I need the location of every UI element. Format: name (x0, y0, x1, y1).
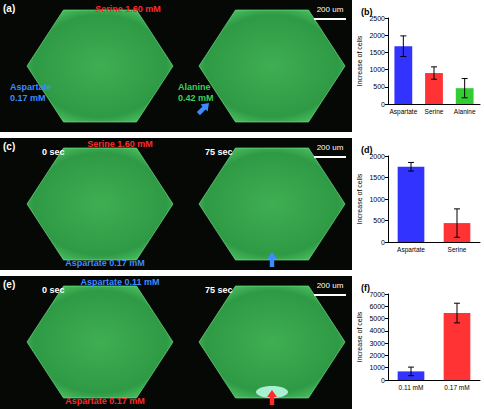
svg-text:Alanine: Alanine (178, 82, 211, 92)
svg-text:Aspartate: Aspartate (389, 108, 417, 116)
svg-text:4000: 4000 (369, 327, 385, 334)
svg-text:Increase of cells: Increase of cells (356, 173, 363, 224)
svg-text:Increase of cells: Increase of cells (356, 35, 363, 86)
svg-text:75 sec: 75 sec (205, 147, 233, 157)
svg-text:1500: 1500 (369, 174, 385, 181)
svg-text:0.42 mM: 0.42 mM (178, 93, 214, 103)
svg-text:Serine: Serine (425, 108, 444, 115)
svg-text:(a): (a) (3, 3, 15, 14)
svg-text:Serine 1.60 mM: Serine 1.60 mM (87, 139, 153, 149)
svg-text:500: 500 (373, 217, 385, 224)
svg-text:Aspartate 0.17 mM: Aspartate 0.17 mM (65, 258, 145, 268)
svg-text:Increase of cells: Increase of cells (356, 311, 363, 362)
svg-text:0 sec: 0 sec (42, 147, 65, 157)
svg-text:0: 0 (381, 101, 385, 108)
svg-text:Alanine: Alanine (454, 108, 476, 115)
svg-text:75 sec: 75 sec (205, 285, 233, 295)
svg-text:Aspartate: Aspartate (10, 82, 52, 92)
svg-text:Serine 1.60 mM: Serine 1.60 mM (95, 4, 161, 14)
svg-text:1000: 1000 (369, 196, 385, 203)
svg-text:2000: 2000 (369, 152, 385, 160)
svg-text:1000: 1000 (369, 364, 385, 371)
svg-text:Aspartate 0.11 mM: Aspartate 0.11 mM (80, 277, 159, 287)
svg-text:Aspartate 0.17 mM: Aspartate 0.17 mM (65, 396, 145, 406)
svg-text:0.11 mM: 0.11 mM (399, 384, 424, 391)
svg-text:Aspartate: Aspartate (397, 246, 425, 254)
svg-text:200 um: 200 um (317, 281, 344, 290)
svg-text:Serine: Serine (448, 246, 467, 253)
svg-text:1000: 1000 (369, 66, 385, 73)
svg-text:2500: 2500 (369, 14, 385, 22)
svg-text:500: 500 (373, 83, 385, 90)
svg-text:(b): (b) (361, 7, 373, 17)
svg-text:0 sec: 0 sec (42, 285, 65, 295)
svg-text:200 um: 200 um (317, 5, 344, 14)
svg-text:0.17 mM: 0.17 mM (444, 384, 469, 391)
svg-text:7000: 7000 (369, 291, 385, 298)
svg-text:200 um: 200 um (317, 143, 344, 152)
svg-text:3000: 3000 (369, 340, 385, 347)
svg-text:0: 0 (381, 239, 385, 246)
svg-text:1500: 1500 (369, 49, 385, 56)
svg-text:5000: 5000 (369, 315, 385, 322)
svg-text:0.17 mM: 0.17 mM (10, 93, 46, 103)
svg-text:(c): (c) (3, 141, 15, 152)
svg-text:0: 0 (381, 377, 385, 384)
svg-text:2000: 2000 (369, 32, 385, 39)
svg-text:6000: 6000 (369, 303, 385, 310)
svg-text:(e): (e) (3, 279, 15, 290)
svg-text:(f): (f) (361, 283, 370, 293)
svg-text:(d): (d) (361, 145, 373, 155)
svg-text:2000: 2000 (369, 352, 385, 359)
